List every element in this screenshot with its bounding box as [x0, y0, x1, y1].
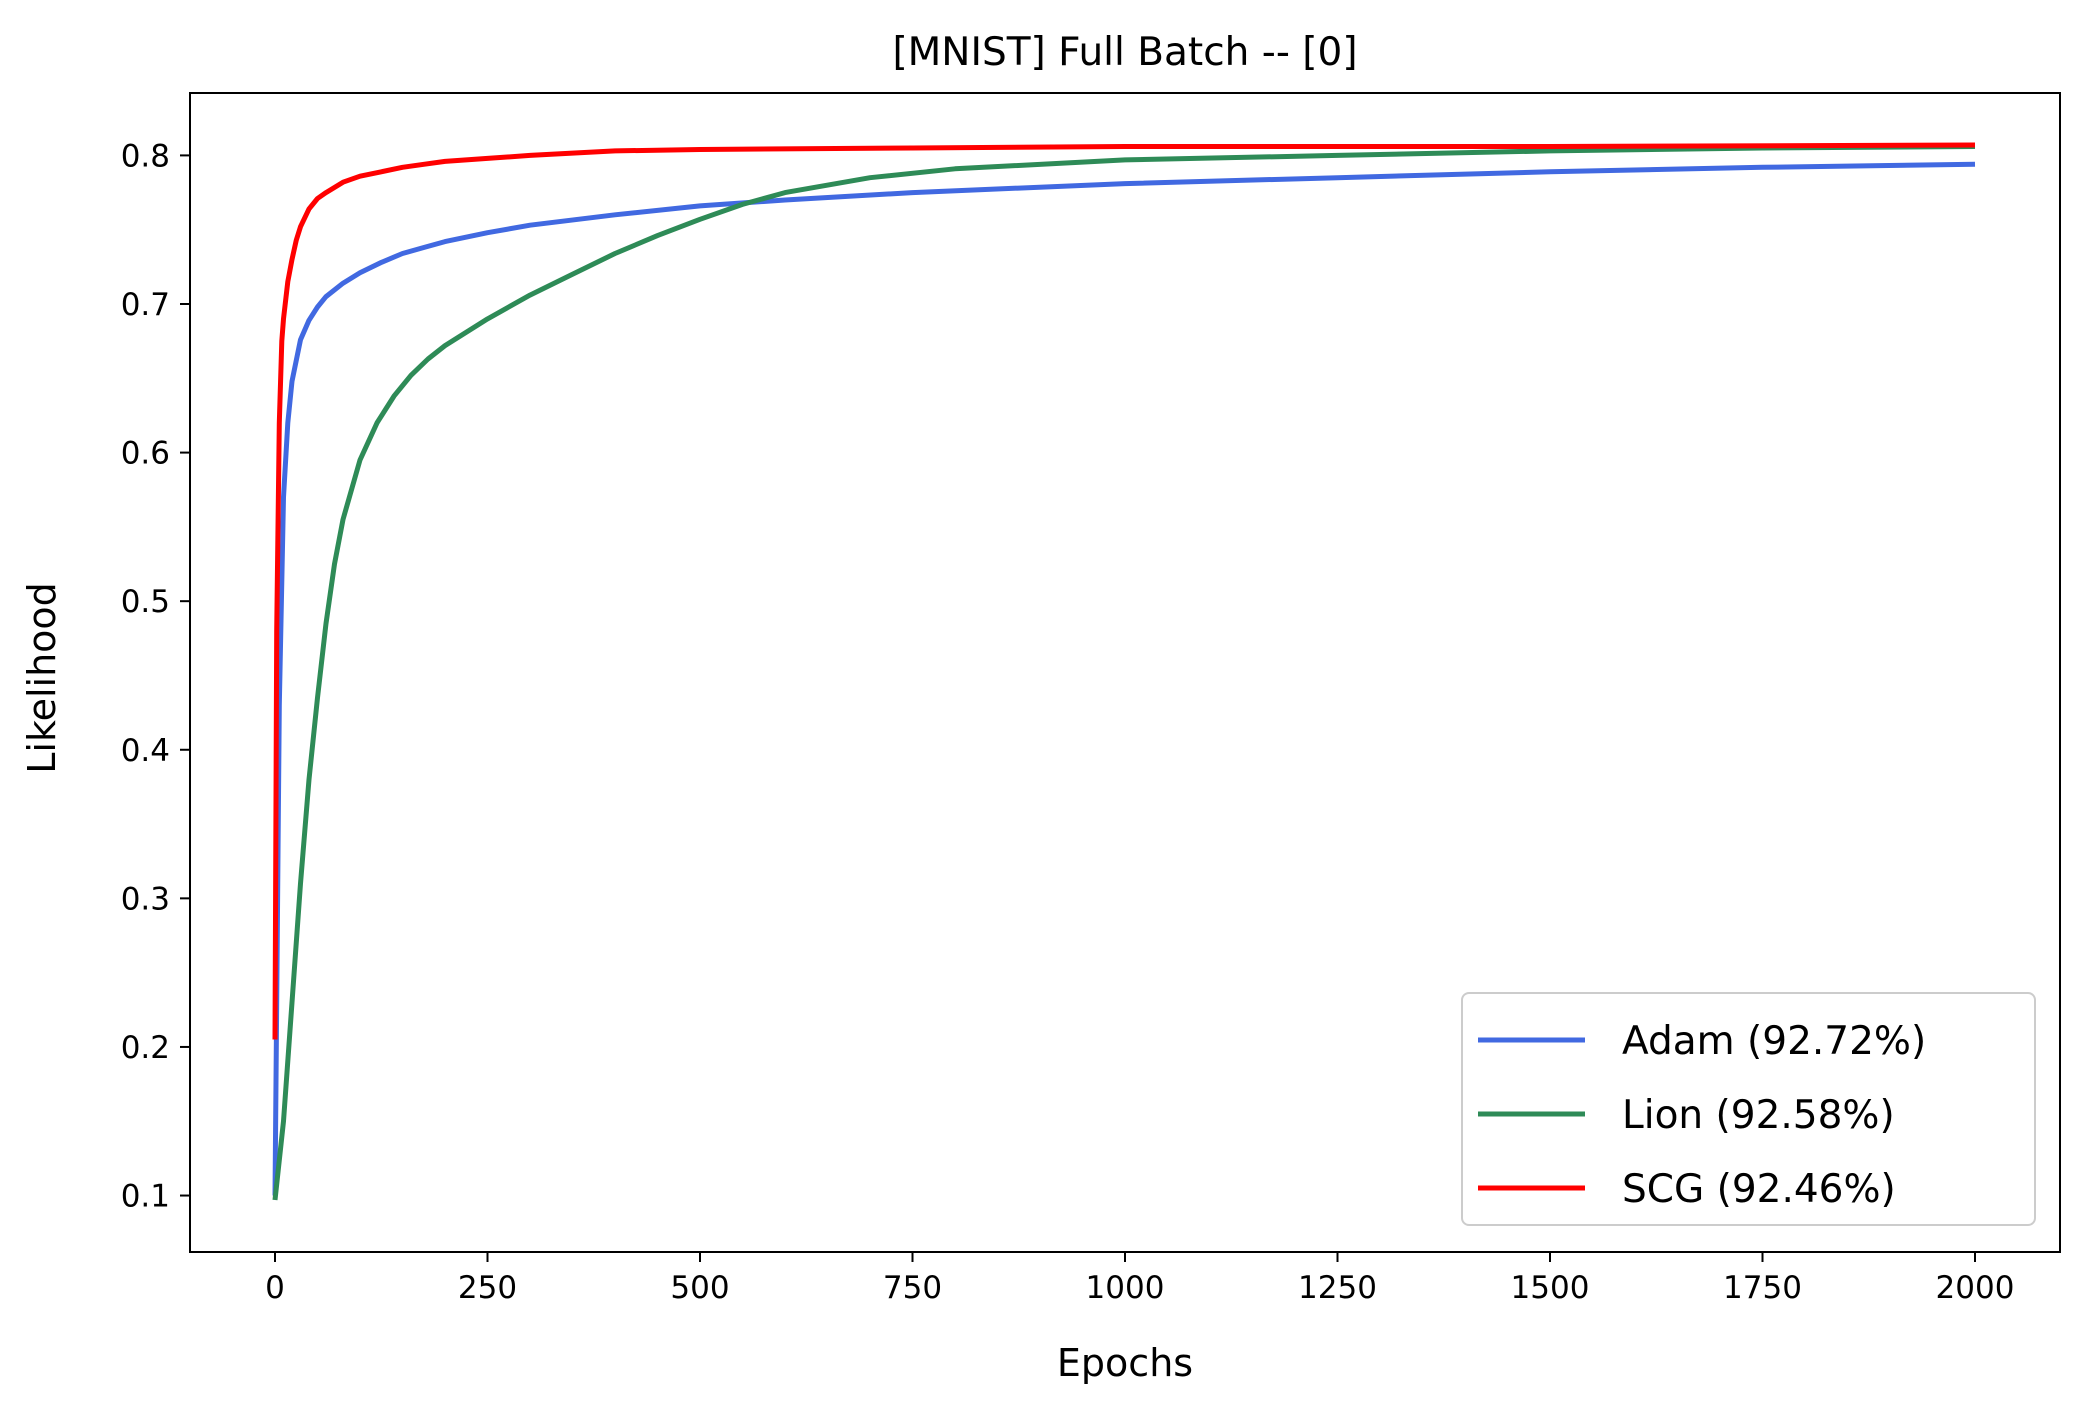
chart-title: [MNIST] Full Batch -- [0] — [892, 30, 1357, 75]
x-tick-label-6: 1500 — [1511, 1270, 1590, 1306]
y-tick-label-1: 0.2 — [121, 1030, 170, 1066]
series-layer — [272, 142, 1976, 1201]
y-tick-label-3: 0.4 — [121, 733, 170, 769]
legend-box — [1461, 992, 2036, 1226]
x-tick-label-3: 750 — [883, 1270, 942, 1306]
legend-label-2: SCG (92.46%) — [1622, 1167, 1896, 1212]
y-tick-label-6: 0.7 — [121, 287, 170, 323]
series-line-scg — [272, 142, 1976, 1040]
y-tick-label-0: 0.1 — [121, 1179, 170, 1215]
x-tick-label-5: 1250 — [1298, 1270, 1377, 1306]
legend-label-0: Adam (92.72%) — [1622, 1019, 1926, 1064]
x-tick-label-7: 1750 — [1723, 1270, 1802, 1306]
series-line-lion — [272, 144, 1976, 1201]
x-tick-label-8: 2000 — [1936, 1270, 2015, 1306]
legend-label-1: Lion (92.58%) — [1622, 1093, 1895, 1138]
legend-items: Adam (92.72%) Lion (92.58%) SCG (92.46%) — [1478, 1019, 1926, 1212]
legend: Adam (92.72%) Lion (92.58%) SCG (92.46%) — [1461, 992, 2036, 1226]
x-tick-label-4: 1000 — [1086, 1270, 1165, 1306]
y-axis: 0.1 0.2 0.3 0.4 0.5 0.6 0.7 0.8 — [121, 138, 190, 1215]
y-tick-label-2: 0.3 — [121, 881, 170, 917]
y-tick-label-7: 0.8 — [121, 138, 170, 174]
x-tick-label-1: 250 — [458, 1270, 517, 1306]
y-tick-label-5: 0.6 — [121, 436, 170, 472]
y-axis-label: Likelihood — [20, 582, 64, 774]
series-line-adam — [272, 161, 1976, 1196]
x-axis: 0 250 500 750 1000 1250 1500 1750 2000 — [265, 1252, 2014, 1306]
x-axis-label: Epochs — [1057, 1341, 1193, 1385]
x-tick-label-2: 500 — [670, 1270, 729, 1306]
y-tick-label-4: 0.5 — [121, 584, 170, 620]
x-tick-label-0: 0 — [265, 1270, 285, 1306]
